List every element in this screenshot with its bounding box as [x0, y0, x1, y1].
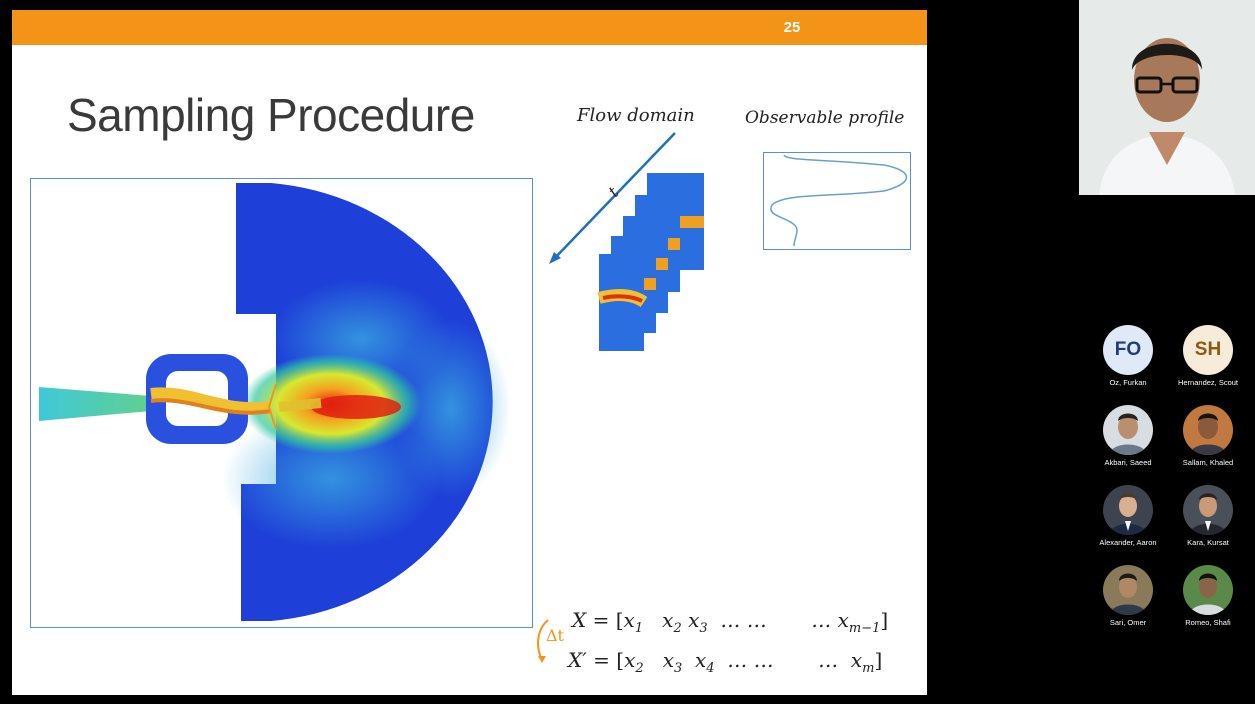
participant-photo-icon	[1183, 405, 1233, 455]
participant-tile[interactable]: Sari, Omer	[1088, 565, 1168, 627]
participant-tile[interactable]: FO Oz, Furkan	[1088, 325, 1168, 387]
slide-title: Sampling Procedure	[67, 89, 475, 141]
participant-name: Sari, Omer	[1109, 618, 1147, 627]
equation-x-prime: X′ = [x2 x3 x4 … … … xm]	[568, 648, 883, 676]
participant-photo-icon	[1103, 565, 1153, 615]
participant-photo-icon	[1183, 565, 1233, 615]
slide-header-bar: 25	[12, 10, 927, 45]
participant-name: Oz, Furkan	[1109, 378, 1147, 387]
eq2-lhs: X′	[568, 648, 587, 672]
eq1-lhs: X	[572, 608, 587, 632]
participant-name: Romeo, Shafi	[1185, 618, 1231, 627]
presentation-slide: 25 Sampling Procedure Flow domain Observ…	[12, 10, 927, 695]
flow-simulation-figure	[30, 178, 533, 628]
presenter-avatar-icon	[1079, 0, 1255, 195]
snapshot-frame	[597, 254, 648, 351]
delta-t-label: Δt	[546, 626, 564, 645]
observable-profile-label: Observable profile	[745, 108, 905, 128]
participant-tile[interactable]: Romeo, Shafi	[1168, 565, 1248, 627]
observable-profile-plot	[763, 152, 911, 250]
participant-avatar: SH	[1183, 325, 1233, 375]
flow-field-image	[39, 183, 511, 621]
participant-tile[interactable]: Kara, Kursat	[1168, 485, 1248, 547]
participant-photo-icon	[1103, 405, 1153, 455]
participant-name: Hernandez, Scout	[1177, 378, 1239, 387]
participant-tile[interactable]: Sallam, Khaled	[1168, 405, 1248, 467]
slide-page-number: 25	[783, 19, 801, 36]
flow-domain-label: Flow domain	[577, 105, 695, 126]
presenter-video[interactable]	[1079, 0, 1255, 195]
flow-snapshots-stack: t	[549, 132, 704, 351]
equation-x: X = [x1 x2 x3 … … … xm−1]	[572, 608, 889, 636]
participant-avatar: FO	[1103, 325, 1153, 375]
participant-name: Kara, Kursat	[1187, 538, 1229, 547]
delta-t-arrow-icon	[537, 619, 549, 663]
participant-photo-icon	[1103, 485, 1153, 535]
participant-tile[interactable]: Akbari, Saeed	[1088, 405, 1168, 467]
participant-name: Alexander, Aaron	[1099, 538, 1157, 547]
participant-tile[interactable]: Alexander, Aaron	[1088, 485, 1168, 547]
participant-photo-icon	[1183, 485, 1233, 535]
participant-name: Akbari, Saeed	[1104, 458, 1152, 467]
participant-tile[interactable]: SH Hernandez, Scout	[1168, 325, 1248, 387]
participant-name: Sallam, Khaled	[1182, 458, 1234, 467]
profile-curve	[770, 154, 907, 247]
